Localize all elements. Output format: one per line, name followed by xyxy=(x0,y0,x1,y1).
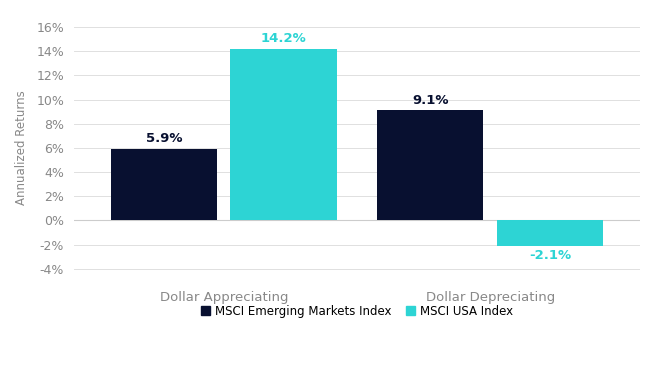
Bar xyxy=(377,111,483,220)
Text: 9.1%: 9.1% xyxy=(412,94,449,107)
Bar xyxy=(231,49,337,220)
Bar xyxy=(111,149,217,220)
Text: 14.2%: 14.2% xyxy=(261,32,307,45)
Y-axis label: Annualized Returns: Annualized Returns xyxy=(15,91,28,205)
Text: -2.1%: -2.1% xyxy=(529,249,571,262)
Bar xyxy=(497,220,603,246)
Legend: MSCI Emerging Markets Index, MSCI USA Index: MSCI Emerging Markets Index, MSCI USA In… xyxy=(196,300,517,323)
Text: 5.9%: 5.9% xyxy=(145,132,182,145)
